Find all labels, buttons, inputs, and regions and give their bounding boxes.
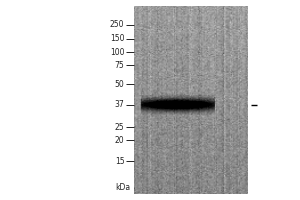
Text: 15: 15	[115, 157, 124, 166]
Text: 37: 37	[115, 100, 124, 109]
Text: 50: 50	[115, 80, 124, 89]
Text: 25: 25	[115, 123, 124, 132]
Text: 150: 150	[110, 34, 124, 43]
Text: 75: 75	[115, 61, 124, 70]
Text: kDa: kDa	[116, 183, 130, 192]
Text: 20: 20	[115, 136, 124, 145]
Text: 250: 250	[110, 20, 124, 29]
Text: 100: 100	[110, 48, 124, 57]
